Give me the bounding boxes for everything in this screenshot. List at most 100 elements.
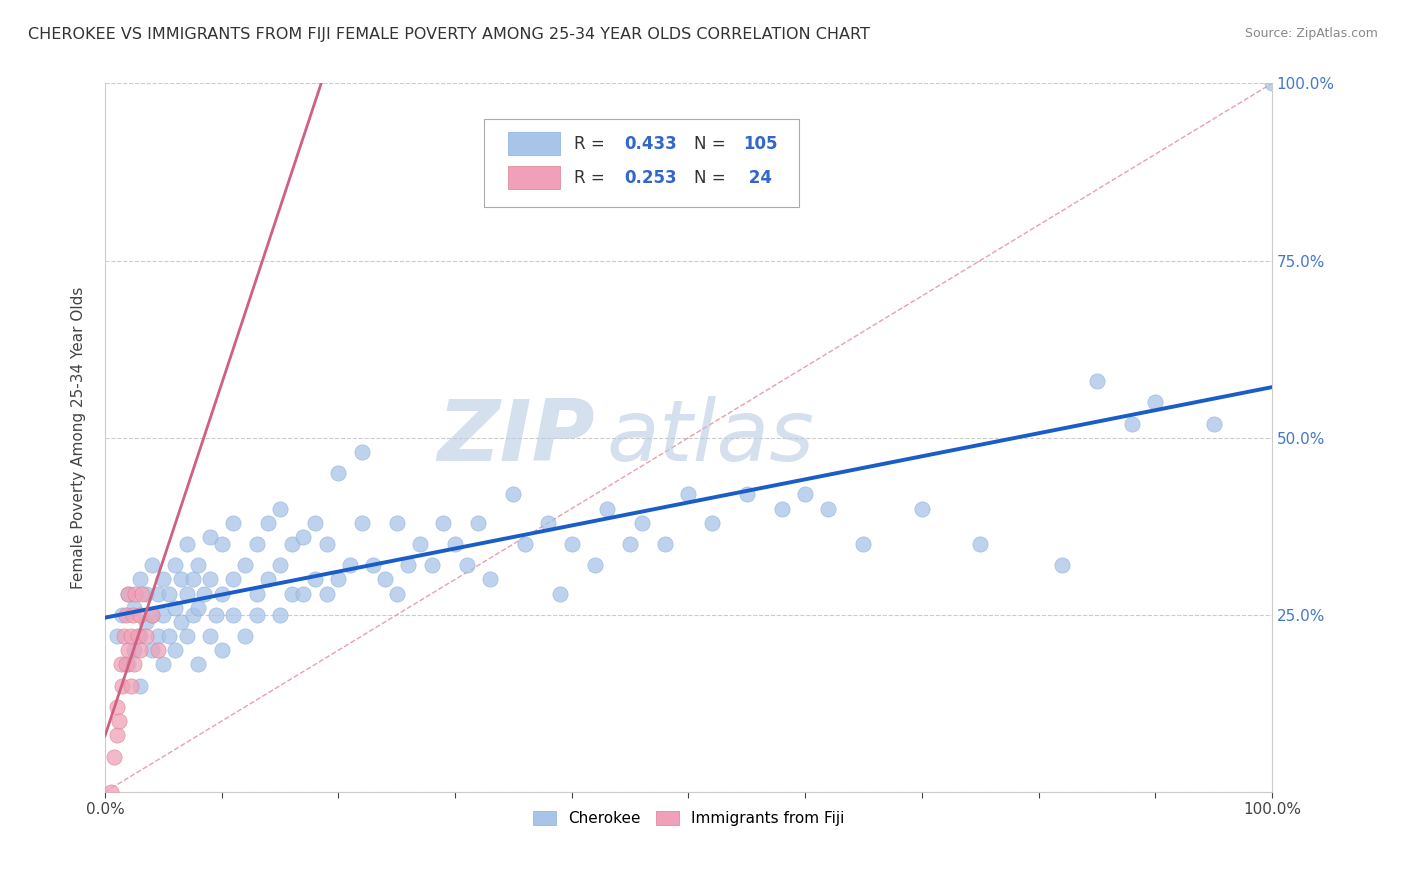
Point — [479, 573, 502, 587]
Point — [129, 643, 152, 657]
Point — [292, 586, 315, 600]
Point — [269, 558, 291, 573]
Point — [513, 537, 536, 551]
Point — [456, 558, 478, 573]
Point — [246, 607, 269, 622]
Point — [1202, 417, 1225, 431]
Text: CHEROKEE VS IMMIGRANTS FROM FIJI FEMALE POVERTY AMONG 25-34 YEAR OLDS CORRELATIO: CHEROKEE VS IMMIGRANTS FROM FIJI FEMALE … — [28, 27, 870, 42]
Point — [292, 530, 315, 544]
Point — [222, 607, 245, 622]
Point — [129, 607, 152, 622]
Point — [619, 537, 641, 551]
Point — [124, 586, 146, 600]
Point — [129, 629, 152, 643]
Point — [122, 657, 145, 672]
Point — [111, 679, 134, 693]
Point — [969, 537, 991, 551]
Text: 0.433: 0.433 — [624, 135, 678, 153]
Point — [222, 516, 245, 530]
Point — [350, 516, 373, 530]
Point — [141, 607, 163, 622]
Point — [409, 537, 432, 551]
Point — [141, 643, 163, 657]
Point — [350, 445, 373, 459]
Point — [654, 537, 676, 551]
Text: N =: N = — [695, 169, 731, 186]
Point — [432, 516, 454, 530]
Point — [157, 586, 180, 600]
Point — [502, 487, 524, 501]
Point — [233, 558, 256, 573]
Point — [700, 516, 723, 530]
Point — [222, 573, 245, 587]
Point — [467, 516, 489, 530]
Point — [111, 607, 134, 622]
Point — [152, 607, 174, 622]
Point — [1050, 558, 1073, 573]
Point — [257, 573, 280, 587]
Point — [152, 573, 174, 587]
Point — [198, 629, 221, 643]
Point — [157, 629, 180, 643]
FancyBboxPatch shape — [484, 119, 799, 208]
Point — [105, 728, 128, 742]
Y-axis label: Female Poverty Among 25-34 Year Olds: Female Poverty Among 25-34 Year Olds — [72, 286, 86, 589]
Point — [735, 487, 758, 501]
Point — [163, 558, 186, 573]
Point — [122, 643, 145, 657]
Point — [374, 573, 396, 587]
Point — [1085, 374, 1108, 388]
Point — [385, 586, 408, 600]
Point — [548, 586, 571, 600]
Point — [1261, 77, 1284, 91]
Point — [280, 586, 302, 600]
Point — [596, 501, 619, 516]
Point — [103, 749, 125, 764]
Point — [105, 700, 128, 714]
Point — [181, 607, 204, 622]
Point — [146, 643, 169, 657]
Text: 0.253: 0.253 — [624, 169, 676, 186]
Point — [131, 586, 153, 600]
Point — [420, 558, 443, 573]
Bar — [508, 166, 560, 189]
Point — [117, 586, 139, 600]
Point — [176, 586, 198, 600]
Point — [146, 629, 169, 643]
Point — [396, 558, 419, 573]
Point — [385, 516, 408, 530]
Point — [146, 586, 169, 600]
Legend: Cherokee, Immigrants from Fiji: Cherokee, Immigrants from Fiji — [524, 804, 852, 834]
Point — [141, 607, 163, 622]
Point — [105, 629, 128, 643]
Point — [176, 537, 198, 551]
Point — [246, 586, 269, 600]
Bar — [508, 132, 560, 155]
Text: atlas: atlas — [607, 396, 814, 479]
Point — [135, 615, 157, 629]
Point — [315, 586, 337, 600]
Point — [328, 466, 350, 480]
Point — [152, 657, 174, 672]
Text: R =: R = — [574, 169, 610, 186]
Point — [141, 558, 163, 573]
Point — [211, 537, 233, 551]
Point — [117, 586, 139, 600]
Point — [269, 607, 291, 622]
Point — [181, 573, 204, 587]
Point — [233, 629, 256, 643]
Point — [630, 516, 652, 530]
Point — [187, 600, 209, 615]
Point — [770, 501, 793, 516]
Point — [193, 586, 215, 600]
Point — [112, 629, 135, 643]
Text: R =: R = — [574, 135, 610, 153]
Point — [122, 600, 145, 615]
Point — [135, 629, 157, 643]
Point — [117, 657, 139, 672]
Point — [817, 501, 839, 516]
Point — [115, 607, 138, 622]
Point — [205, 607, 228, 622]
Text: ZIP: ZIP — [437, 396, 595, 479]
Point — [187, 558, 209, 573]
